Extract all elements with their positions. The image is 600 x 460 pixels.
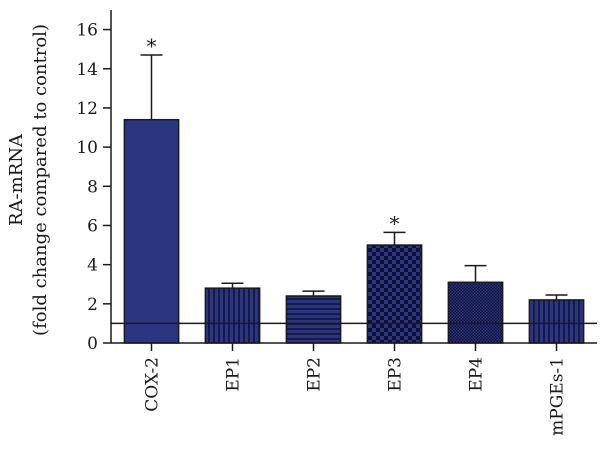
y-tick-label: 14	[76, 60, 98, 80]
bar-ep3	[366, 244, 423, 344]
category-label: EP3	[386, 357, 406, 392]
y-axis-ticks: 0 2 4 6 8 10 12 14 16	[76, 21, 111, 354]
y-axis-title: RA-mRNA (fold change compared to control…	[6, 24, 51, 336]
category-label: EP2	[305, 357, 325, 392]
category-label: COX-2	[143, 357, 163, 412]
y-axis-label-line2: (fold change compared to control)	[30, 24, 51, 336]
category-label: EP4	[467, 357, 487, 392]
y-tick-label: 2	[87, 295, 98, 315]
y-tick-label: 0	[87, 334, 98, 354]
bar-cox-2	[123, 118, 180, 344]
y-tick-label: 8	[87, 177, 98, 197]
y-tick-label: 12	[76, 99, 98, 119]
category-label: EP1	[224, 357, 244, 392]
significance-marker: *	[390, 211, 400, 235]
bars	[123, 118, 585, 344]
category-labels: COX-2 EP1 EP2 EP3 EP4 mPGEs-1	[143, 343, 568, 436]
category-label: mPGEs-1	[548, 357, 568, 436]
bar-ep2	[285, 295, 342, 344]
y-tick-label: 6	[87, 216, 98, 236]
significance-marker: *	[147, 34, 157, 58]
bar-ep4	[447, 281, 504, 344]
error-bars	[140, 54, 568, 300]
y-tick-label: 10	[76, 138, 98, 158]
y-tick-label: 4	[87, 256, 98, 276]
bar-mpges-1	[528, 299, 585, 344]
axes	[110, 10, 597, 344]
y-tick-label: 16	[76, 21, 98, 41]
significance-markers: **	[147, 34, 400, 235]
y-axis-label-line1: RA-mRNA	[6, 133, 27, 226]
bar-ep1	[204, 287, 261, 344]
